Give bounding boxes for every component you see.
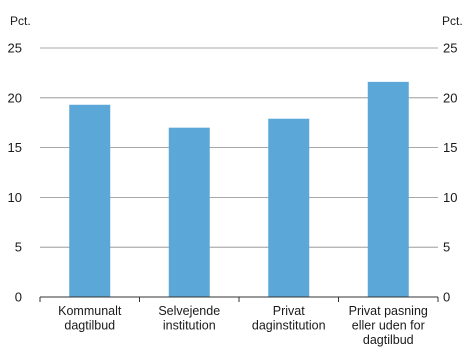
y-tick-left-10: 10 (8, 190, 22, 205)
y-tick-right-25: 25 (443, 41, 457, 56)
y-axis-tick-labels: 0 0 5 5 10 10 15 15 20 20 25 25 (8, 41, 458, 305)
y-tick-left-15: 15 (8, 140, 22, 155)
y-tick-right-10: 10 (443, 190, 457, 205)
y-tick-right-15: 15 (443, 140, 457, 155)
right-axis-unit-label: Pct. (442, 14, 463, 28)
bar-2 (168, 127, 210, 298)
category-labels: Kommunalt dagtilbud Selvejende institution P… (58, 304, 428, 347)
y-tick-left-20: 20 (8, 90, 22, 105)
bars (69, 81, 409, 298)
y-tick-left-25: 25 (8, 41, 22, 56)
left-axis-unit-label: Pct. (10, 14, 31, 28)
y-tick-left-0: 0 (15, 290, 22, 305)
category-label-1: Kommunalt dagtilbud (58, 304, 122, 333)
y-tick-right-5: 5 (443, 240, 450, 255)
category-label-2: Selvejende institution (158, 304, 220, 333)
category-label-3: Privat daginstitution (252, 304, 326, 333)
y-tick-left-5: 5 (15, 240, 22, 255)
y-tick-right-20: 20 (443, 90, 457, 105)
category-label-4: Privat pasning eller uden for dagtilbud (349, 304, 428, 347)
x-axis (39, 296, 439, 302)
bar-3 (268, 118, 310, 297)
bar-1 (69, 104, 111, 297)
bar-4 (367, 81, 409, 297)
y-tick-right-0: 0 (443, 290, 450, 305)
